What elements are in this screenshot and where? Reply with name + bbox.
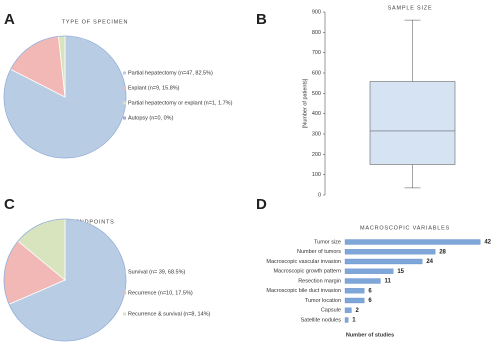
legend-label: Partial hepatectomy (n=47, 82.5%)	[128, 70, 213, 76]
panel-label: C	[4, 196, 15, 213]
chart-title: ENDPOINTS	[75, 219, 114, 225]
category-label: Macroscopic growth pattern	[273, 269, 341, 275]
chart-title: MACROSCOPIC VARIABLES	[360, 225, 450, 231]
y-tick-label: 300	[312, 131, 321, 137]
y-tick-label: 500	[312, 91, 321, 97]
value-label: 1	[352, 318, 356, 324]
legend-label: Partial hepatectomy or explant (n=1, 1.7…	[128, 100, 233, 106]
value-label: 6	[368, 288, 372, 294]
y-tick-label: 600	[312, 70, 321, 76]
bar	[344, 239, 481, 245]
category-label: Resection margin	[298, 278, 341, 284]
legend-label: Recurrence (n=10, 17.5%)	[128, 290, 193, 296]
bar	[344, 317, 349, 323]
y-tick-label: 0	[318, 192, 321, 198]
pie-outline	[3, 35, 127, 159]
x-axis-label: Number of studies	[346, 332, 394, 338]
value-label: 28	[439, 249, 446, 255]
panel-label: A	[4, 11, 15, 28]
legend-swatch	[123, 71, 126, 75]
bar	[344, 268, 394, 274]
y-axis-label: [Number of patients]	[302, 78, 308, 128]
bar	[344, 278, 381, 284]
category-label: Satellite nodules	[301, 317, 342, 323]
y-tick-label: 900	[312, 9, 321, 15]
value-label: 24	[426, 259, 433, 265]
legend-label: Recurrence & survival (n=8, 14%)	[128, 311, 211, 317]
bar	[344, 258, 423, 265]
value-label: 2	[355, 308, 359, 314]
category-label: Capsule	[321, 308, 341, 314]
category-label: Macroscopic vascular invasion	[266, 259, 341, 265]
legend-swatch	[123, 312, 126, 316]
y-tick-label: 100	[312, 172, 321, 178]
legend-swatch	[123, 291, 126, 295]
panel-label: B	[256, 11, 267, 28]
legend-label: Explant (n=9, 15.8%)	[128, 85, 180, 91]
legend-label: Autopsy (n=0, 0%)	[128, 115, 174, 121]
y-tick-label: 200	[312, 152, 321, 158]
value-label: 42	[484, 240, 491, 246]
legend-swatch	[123, 101, 126, 105]
bar	[344, 249, 436, 255]
value-label: 6	[368, 298, 372, 304]
bar	[344, 297, 365, 304]
y-tick-label: 400	[312, 111, 321, 117]
chart-title: SAMPLE SIZE	[388, 5, 433, 11]
category-label: Tumor size	[314, 239, 341, 245]
value-label: 11	[384, 279, 391, 285]
pie-outline	[3, 218, 127, 342]
category-label: Tumor location	[305, 298, 341, 304]
y-tick-label: 800	[312, 30, 321, 36]
box	[369, 81, 456, 165]
category-label: Macroscopic bile duct invasion	[266, 288, 341, 294]
bar	[344, 288, 365, 294]
legend-swatch	[123, 116, 126, 120]
chart-title: TYPE OF SPECIMEN	[62, 19, 129, 25]
bar	[344, 307, 352, 313]
legend-swatch	[123, 270, 126, 274]
y-tick-label: 700	[312, 50, 321, 56]
value-label: 15	[397, 269, 404, 275]
category-label: Number of tumors	[297, 249, 341, 255]
legend-swatch	[123, 86, 126, 90]
panel-label: D	[256, 196, 267, 213]
legend-label: Survival (n= 39, 68.5%)	[128, 269, 185, 275]
